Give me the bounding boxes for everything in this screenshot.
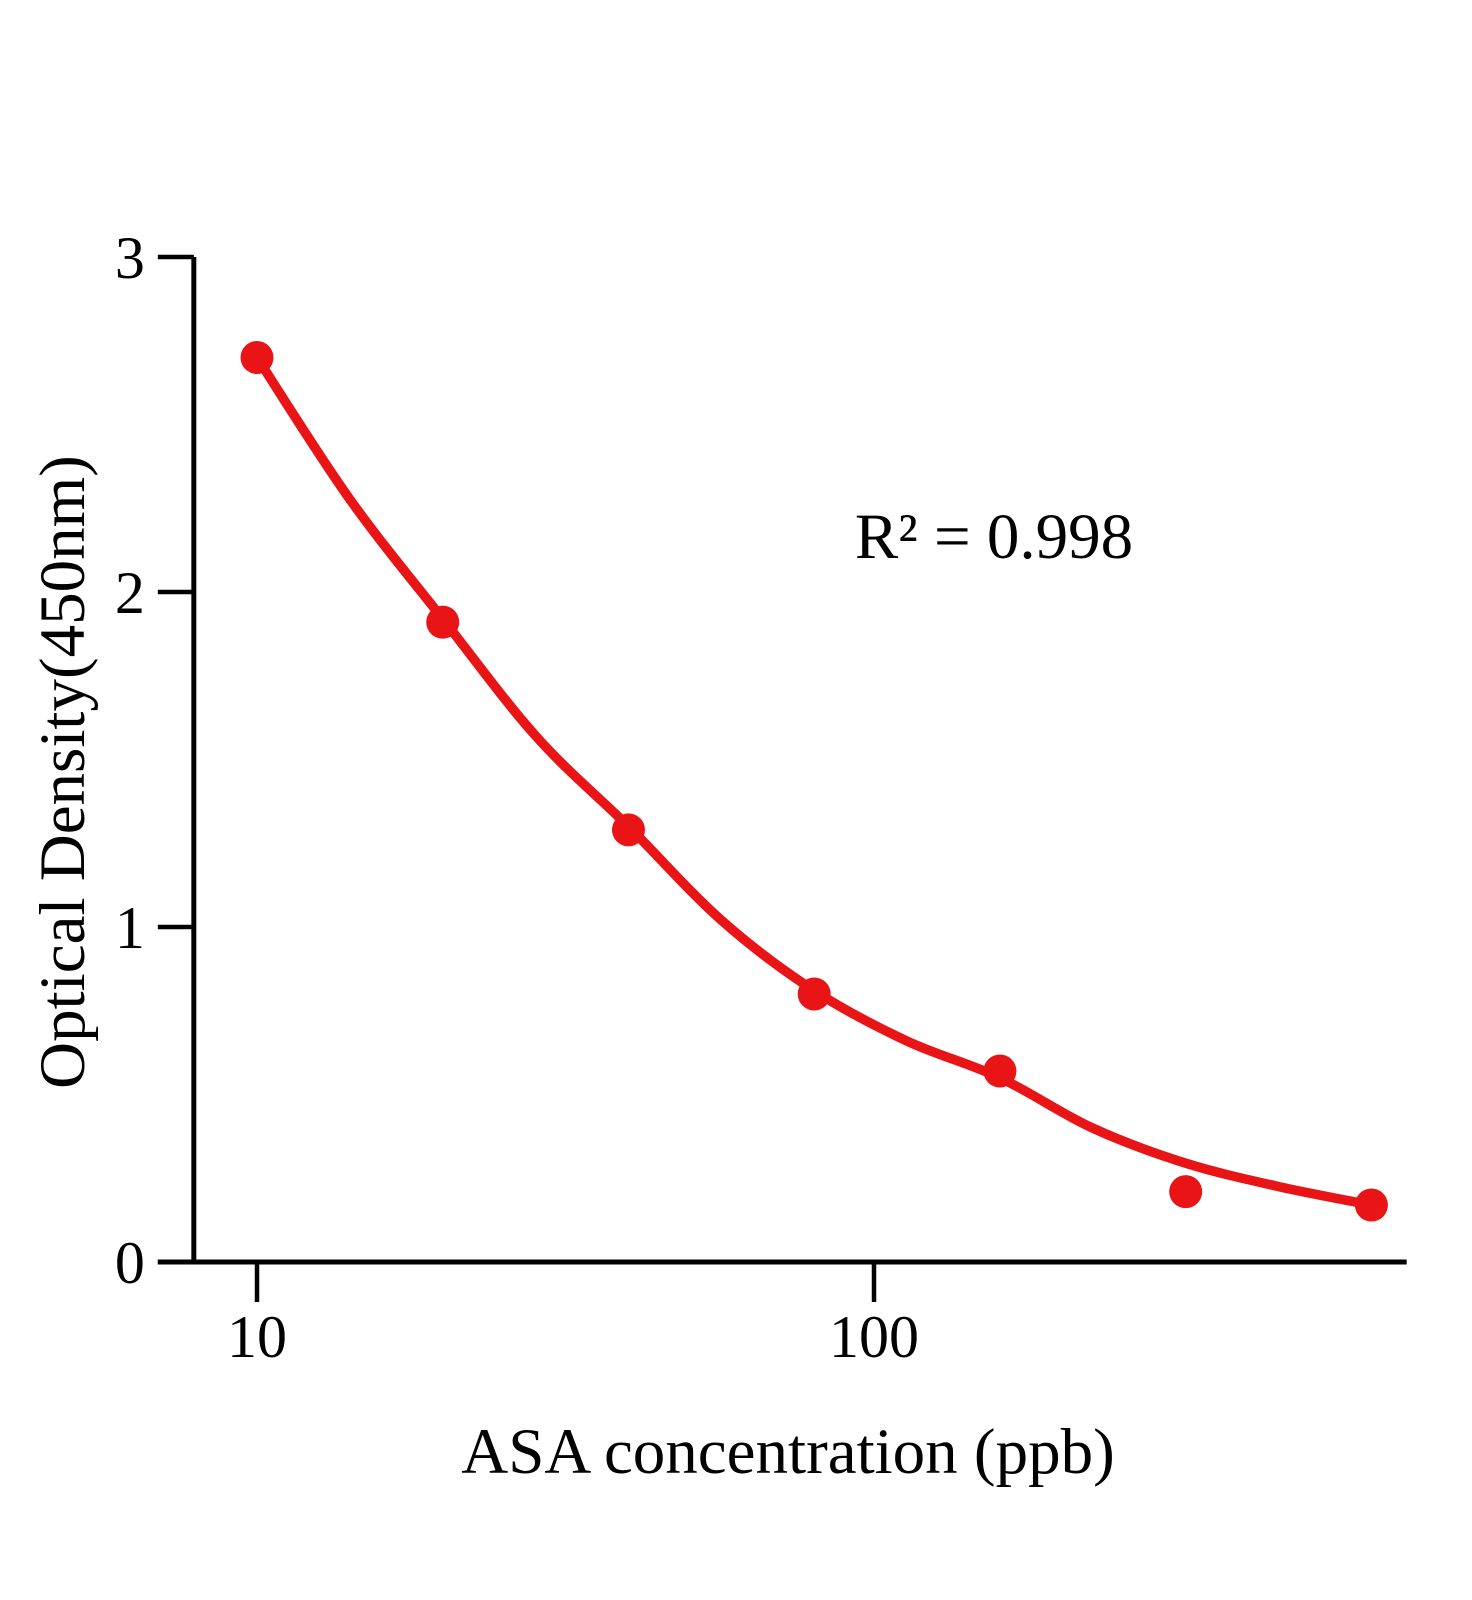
y-tick-label: 1	[115, 895, 145, 961]
y-tick-label: 2	[115, 560, 145, 626]
data-point	[983, 1054, 1017, 1088]
x-tick-label: 10	[227, 1304, 287, 1370]
data-point	[426, 605, 460, 639]
x-axis-title: ASA concentration (ppb)	[461, 1416, 1114, 1488]
data-point	[1169, 1175, 1203, 1209]
fit-curve	[252, 352, 1377, 1210]
data-point	[611, 813, 645, 847]
y-axis-title: Optical Density(450nm)	[27, 455, 99, 1089]
data-point	[240, 341, 274, 374]
x-tick-label: 100	[829, 1304, 919, 1370]
y-tick-label: 3	[115, 225, 145, 291]
r-squared-annotation: R² = 0.998	[855, 501, 1133, 573]
y-tick-label: 0	[115, 1230, 145, 1296]
series-layer	[240, 341, 1388, 1222]
data-point	[797, 977, 831, 1011]
data-point	[1354, 1188, 1388, 1222]
axes-layer: 0 1 2 3 10 100	[115, 225, 1407, 1370]
